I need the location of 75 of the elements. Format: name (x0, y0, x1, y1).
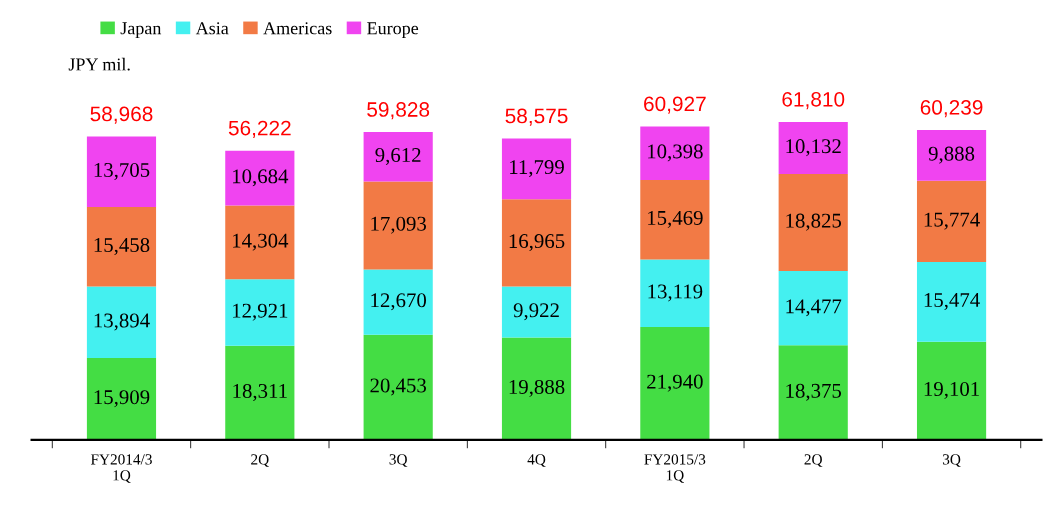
data-label: 19,101 (924, 381, 979, 399)
bar (916, 262, 987, 342)
data-label: 10,684 (233, 169, 289, 187)
x-tick-label: 3Q (389, 454, 408, 467)
bar (640, 259, 710, 328)
bar (916, 341, 987, 440)
data-label: 9,922 (513, 303, 559, 321)
data-label: 14,304 (233, 233, 289, 251)
data-label: 13,119 (648, 284, 703, 302)
data-label: 17,093 (371, 216, 427, 234)
data-label: 15,469 (648, 210, 703, 228)
bar (501, 337, 572, 440)
bar (363, 269, 433, 335)
bar (778, 270, 848, 346)
total-label: 56,222 (228, 120, 291, 138)
bar (640, 179, 710, 260)
x-tick-label: FY2015/3 1Q (644, 454, 706, 483)
data-label: 10,398 (648, 144, 703, 162)
legend-label: Europe (367, 22, 419, 39)
x-tick-label: 2Q (251, 454, 269, 467)
total-label: 59,828 (367, 102, 430, 120)
bar (363, 334, 433, 440)
legend-label: Asia (195, 22, 229, 35)
bar (778, 121, 848, 175)
bar (225, 279, 295, 346)
bar (225, 205, 295, 280)
x-tick-label: FY2014/3 1Q (90, 454, 152, 483)
bar (501, 138, 572, 200)
bar (640, 327, 710, 440)
data-label: 19,888 (509, 379, 565, 397)
bar (86, 358, 157, 440)
bar (363, 181, 433, 270)
data-label: 13,894 (94, 313, 150, 331)
data-label: 18,375 (786, 383, 842, 401)
legend-label: Americas (263, 22, 332, 35)
data-label: 21,940 (647, 374, 703, 392)
data-label: 20,453 (370, 378, 427, 396)
data-label: 15,909 (94, 390, 150, 408)
total-label: 58,575 (505, 108, 568, 126)
data-label: 18,825 (786, 213, 842, 231)
data-label: 10,132 (786, 139, 841, 157)
total-label: 61,810 (782, 91, 845, 110)
data-label: 13,705 (94, 162, 150, 180)
bar (501, 286, 572, 338)
bar (86, 136, 157, 208)
x-tick-label: 4Q (527, 454, 546, 467)
data-label: 14,477 (786, 299, 842, 317)
bar (225, 150, 295, 206)
total-label: 60,239 (920, 100, 983, 118)
data-label: 16,965 (509, 234, 565, 252)
data-label: 15,474 (924, 293, 980, 311)
bar (501, 199, 572, 287)
y-axis-title: JPY mil. (68, 57, 130, 71)
bar (778, 174, 848, 271)
bar (86, 207, 157, 287)
bar (225, 345, 295, 440)
bar (640, 126, 710, 180)
bar (778, 345, 848, 440)
data-label: 12,670 (371, 293, 427, 311)
bar (363, 132, 433, 182)
bar (86, 286, 157, 359)
x-tick-label: 3Q (942, 454, 961, 467)
data-label: 9,888 (928, 146, 975, 164)
data-label: 15,774 (924, 212, 980, 230)
legend-label: Japan (120, 22, 162, 39)
data-label: 18,311 (233, 383, 287, 402)
data-label: 11,799 (510, 160, 564, 178)
bar (916, 129, 987, 181)
data-label: 15,458 (94, 237, 150, 256)
data-label: 9,612 (375, 148, 421, 166)
x-tick-label: 2Q (804, 454, 823, 467)
total-label: 60,927 (644, 96, 706, 114)
data-label: 12,921 (233, 303, 288, 321)
bar (916, 180, 987, 263)
total-label: 58,968 (90, 106, 153, 124)
